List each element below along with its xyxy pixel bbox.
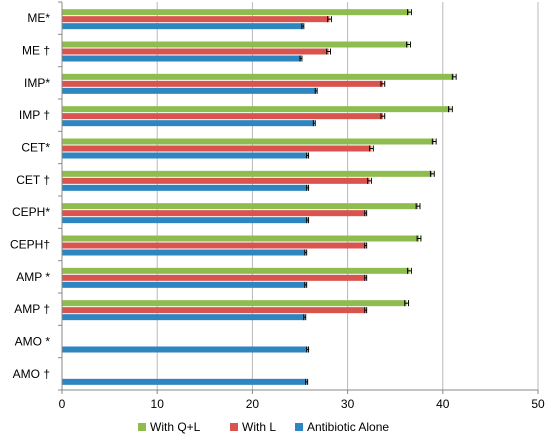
category-label: AMP * bbox=[16, 270, 50, 284]
category-label: IMP † bbox=[19, 108, 50, 122]
bar bbox=[62, 106, 451, 113]
category-label: CET* bbox=[21, 141, 50, 155]
category-label: AMO * bbox=[15, 335, 51, 349]
bar bbox=[62, 48, 329, 55]
legend-label: With L bbox=[242, 420, 276, 434]
x-tick-label: 40 bbox=[436, 397, 450, 411]
bar bbox=[62, 203, 419, 210]
bar bbox=[62, 16, 330, 23]
category-label: CEPH* bbox=[12, 205, 50, 219]
bar bbox=[62, 307, 366, 314]
bar bbox=[62, 138, 435, 145]
bar bbox=[62, 120, 315, 127]
axes bbox=[58, 1, 539, 394]
legend-label: Antibiotic Alone bbox=[307, 420, 389, 434]
bar bbox=[62, 152, 308, 159]
bar bbox=[62, 346, 308, 353]
category-label: ME* bbox=[27, 11, 50, 25]
bar bbox=[62, 23, 303, 30]
bar bbox=[62, 249, 306, 256]
x-tick-label: 50 bbox=[531, 397, 545, 411]
category-label: CEPH† bbox=[10, 238, 50, 252]
bar bbox=[62, 41, 409, 48]
category-label: IMP* bbox=[24, 76, 50, 90]
bar bbox=[62, 55, 301, 62]
bar bbox=[62, 145, 372, 152]
bar bbox=[62, 274, 366, 281]
bar bbox=[62, 242, 366, 249]
legend-label: With Q+L bbox=[150, 420, 201, 434]
bar bbox=[62, 300, 407, 307]
legend-swatch bbox=[295, 423, 303, 431]
x-tick-label: 10 bbox=[151, 397, 165, 411]
bar bbox=[62, 170, 433, 177]
bar bbox=[62, 217, 308, 224]
bar bbox=[62, 235, 419, 242]
category-label: CET † bbox=[16, 173, 50, 187]
bar bbox=[62, 73, 455, 80]
bar bbox=[62, 267, 410, 274]
x-tick-label: 0 bbox=[59, 397, 66, 411]
category-label: AMO † bbox=[13, 367, 50, 381]
bar bbox=[62, 113, 383, 120]
bar bbox=[62, 314, 305, 321]
bar bbox=[62, 378, 307, 385]
bar bbox=[62, 80, 383, 87]
legend: With Q+L With L Antibiotic Alone bbox=[138, 420, 389, 434]
x-tick-label: 30 bbox=[341, 397, 355, 411]
category-label: AMP † bbox=[14, 302, 50, 316]
error-bars bbox=[299, 9, 457, 385]
x-tick-labels: 0 10 20 30 40 50 bbox=[59, 397, 545, 411]
bar bbox=[62, 87, 317, 94]
category-label: ME † bbox=[22, 44, 50, 58]
legend-swatch bbox=[230, 423, 238, 431]
legend-swatch bbox=[138, 423, 146, 431]
bars bbox=[62, 9, 455, 385]
bar bbox=[62, 9, 410, 16]
bar bbox=[62, 184, 308, 191]
category-labels: ME* ME † IMP* IMP † CET* CET † CEPH* CEPH† AMP *… bbox=[10, 11, 50, 381]
x-tick-label: 20 bbox=[246, 397, 260, 411]
gridlines bbox=[156, 2, 539, 390]
bar bbox=[62, 177, 370, 184]
bar bbox=[62, 281, 306, 288]
bar bbox=[62, 210, 366, 217]
